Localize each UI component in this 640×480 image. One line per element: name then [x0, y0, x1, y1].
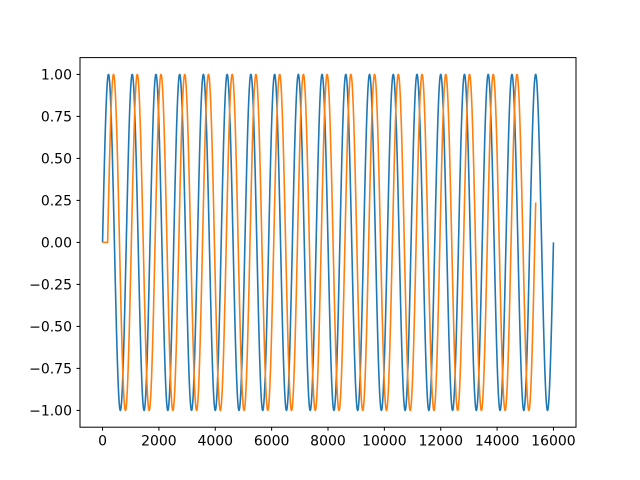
x-tick-label: 16000	[531, 434, 576, 450]
y-tick-label: 0.00	[41, 235, 72, 251]
y-tick-label: 0.75	[41, 109, 72, 125]
y-tick-label: 0.50	[41, 151, 72, 167]
y-tick-label: 0.25	[41, 193, 72, 209]
x-tick-label: 14000	[475, 434, 520, 450]
series-group	[101, 73, 555, 412]
y-tick-label: −0.75	[29, 361, 72, 377]
x-axis: 0 2000 4000 6000 8000 10000 12000 14000 16000	[98, 427, 576, 450]
x-tick-label: 10000	[362, 434, 407, 450]
x-tick-label: 6000	[254, 434, 290, 450]
x-tick-label: 12000	[418, 434, 463, 450]
waveform-original-line	[101, 73, 555, 412]
x-tick-label: 2000	[141, 434, 177, 450]
waveform-shifted-line	[101, 73, 537, 412]
y-tick-label: −0.25	[29, 277, 72, 293]
y-tick-label: −0.50	[29, 319, 72, 335]
x-tick-label: 8000	[310, 434, 346, 450]
y-tick-label: −1.00	[29, 403, 72, 419]
y-tick-label: 1.00	[41, 67, 72, 83]
x-tick-label: 4000	[197, 434, 233, 450]
y-axis: −1.00 −0.75 −0.50 −0.25 0.00 0.25 0.50 0.75 1.00	[29, 67, 80, 419]
x-tick-label: 0	[98, 434, 107, 450]
